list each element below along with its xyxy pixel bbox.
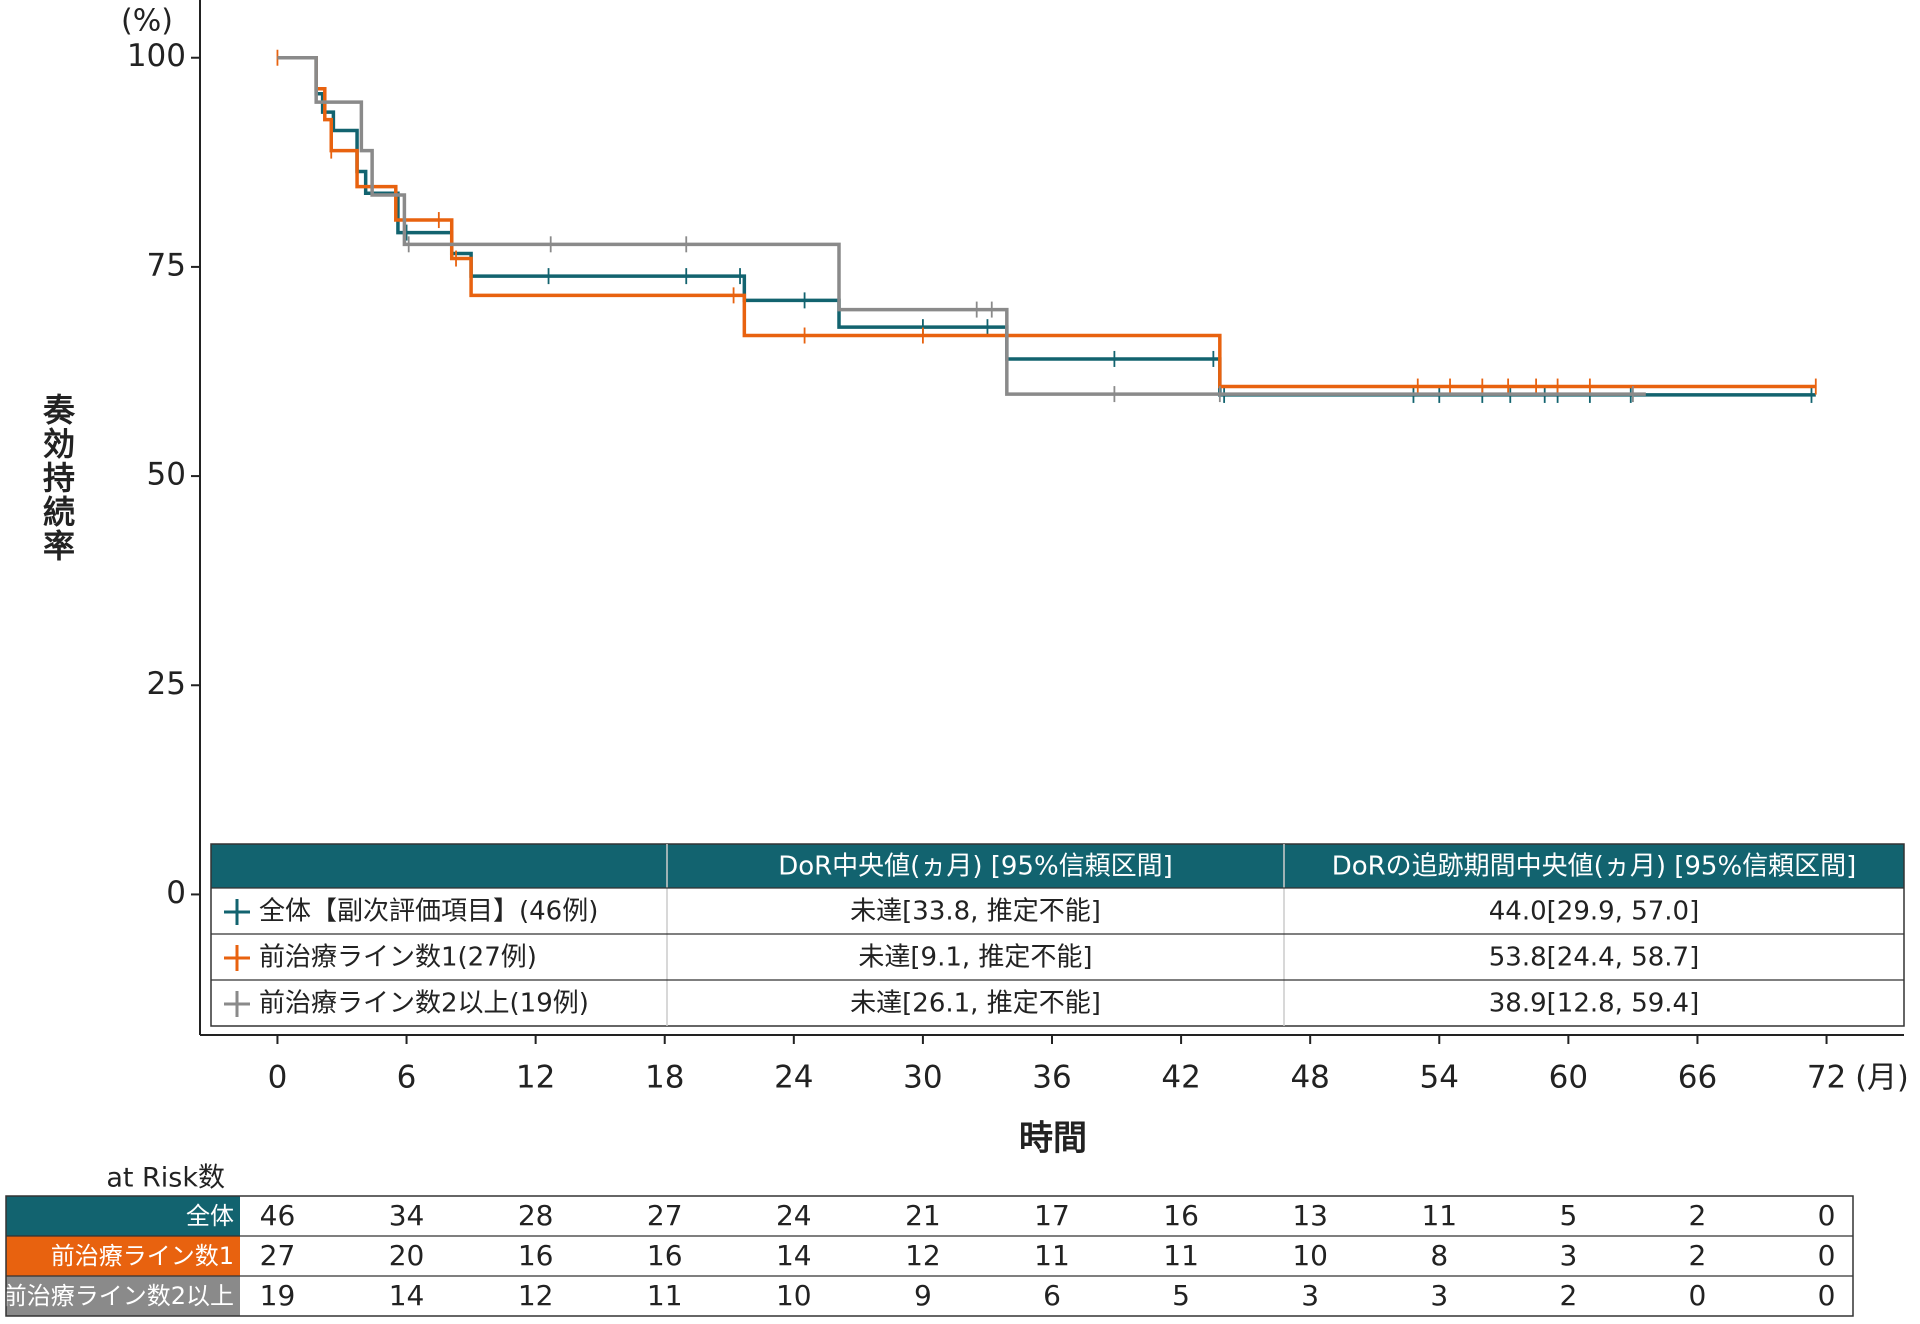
km-curve <box>277 55 1816 389</box>
x-tick-label: 18 <box>645 1060 684 1096</box>
risk-count: 3 <box>1559 1239 1577 1272</box>
km-curve <box>277 55 1646 396</box>
y-tick-label: 50 <box>147 457 186 493</box>
x-tick-label: 36 <box>1032 1060 1071 1096</box>
risk-count: 3 <box>1301 1279 1319 1312</box>
risk-label: 前治療ライン数2以上 <box>3 1282 234 1310</box>
y-tick-label: 25 <box>147 666 186 702</box>
table-cell: 未達[26.1, 推定不能] <box>850 989 1101 1019</box>
x-tick-label: 6 <box>397 1060 417 1096</box>
risk-count: 14 <box>389 1279 425 1312</box>
x-tick-label: 42 <box>1161 1060 1200 1096</box>
risk-count: 13 <box>1292 1199 1328 1232</box>
table-cell: 38.9[12.8, 59.4] <box>1489 989 1700 1019</box>
legend-symbol <box>224 991 250 1017</box>
risk-count: 0 <box>1818 1199 1836 1232</box>
risk-count: 6 <box>1043 1279 1061 1312</box>
risk-count: 34 <box>389 1199 425 1232</box>
x-axis-title: 時間 <box>1019 1119 1087 1159</box>
risk-count: 11 <box>1034 1239 1070 1272</box>
legend-symbol <box>224 899 250 925</box>
risk-count: 12 <box>905 1239 941 1272</box>
risk-count: 8 <box>1430 1239 1448 1272</box>
risk-count: 9 <box>914 1279 932 1312</box>
risk-count: 16 <box>518 1239 554 1272</box>
y-tick-label: 0 <box>166 875 186 911</box>
x-tick-label: 54 <box>1420 1060 1459 1096</box>
risk-count: 12 <box>518 1279 554 1312</box>
table-cell: 44.0[29.9, 57.0] <box>1489 897 1700 927</box>
risk-count: 0 <box>1689 1279 1707 1312</box>
table-frame <box>210 843 1905 1027</box>
legend-label: 前治療ライン数1(27例) <box>259 943 537 973</box>
risk-count: 3 <box>1430 1279 1448 1312</box>
x-unit: (月) <box>1855 1061 1908 1096</box>
risk-label-bg <box>6 1196 240 1236</box>
risk-count: 16 <box>647 1239 683 1272</box>
risk-count: 21 <box>905 1199 941 1232</box>
x-tick-label: 30 <box>903 1060 942 1096</box>
risk-count: 14 <box>776 1239 812 1272</box>
risk-count: 10 <box>776 1279 812 1312</box>
risk-label: 全体 <box>186 1202 234 1230</box>
risk-count: 19 <box>260 1279 296 1312</box>
table-header-bg <box>211 844 1904 888</box>
risk-count: 5 <box>1559 1199 1577 1232</box>
risk-count: 46 <box>260 1199 296 1232</box>
km-curve <box>277 55 1816 397</box>
x-tick-label: 66 <box>1678 1060 1717 1096</box>
table-cell: 未達[33.8, 推定不能] <box>850 897 1101 927</box>
x-tick-label: 0 <box>268 1060 288 1096</box>
table-cell: 未達[9.1, 推定不能] <box>858 943 1092 973</box>
risk-count: 17 <box>1034 1199 1070 1232</box>
table-cell: 53.8[24.4, 58.7] <box>1489 943 1700 973</box>
table-header: DoR中央値(ヵ月) [95%信頼区間] <box>778 852 1173 882</box>
risk-label: 前治療ライン数1 <box>51 1242 234 1270</box>
risk-count: 5 <box>1172 1279 1190 1312</box>
legend-symbol <box>224 945 250 971</box>
risk-count: 0 <box>1818 1279 1836 1312</box>
risk-count: 2 <box>1689 1239 1707 1272</box>
risk-frame <box>5 1195 1854 1317</box>
x-tick-label: 60 <box>1549 1060 1588 1096</box>
risk-count: 16 <box>1163 1199 1199 1232</box>
y-axis-title: 奏効持続率 <box>38 393 76 563</box>
table-header: DoRの追跡期間中央値(ヵ月) [95%信頼区間] <box>1332 852 1857 882</box>
risk-count: 11 <box>1421 1199 1457 1232</box>
legend-label: 前治療ライン数2以上(19例) <box>259 989 589 1019</box>
risk-label-bg <box>6 1276 240 1316</box>
risk-count: 20 <box>389 1239 425 1272</box>
risk-count: 10 <box>1292 1239 1328 1272</box>
y-tick-label: 75 <box>147 247 186 283</box>
risk-count: 2 <box>1689 1199 1707 1232</box>
risk-count: 2 <box>1559 1279 1577 1312</box>
y-tick-label: 100 <box>127 38 186 74</box>
risk-count: 27 <box>647 1199 683 1232</box>
x-tick-label: 12 <box>516 1060 555 1096</box>
y-unit: (%) <box>121 4 173 39</box>
risk-count: 27 <box>260 1239 296 1272</box>
risk-count: 11 <box>1163 1239 1199 1272</box>
x-tick-label: 72 <box>1807 1060 1846 1096</box>
risk-title: at Risk数 <box>106 1163 225 1194</box>
risk-count: 0 <box>1818 1239 1836 1272</box>
legend-label: 全体【副次評価項目】(46例) <box>259 897 598 927</box>
x-tick-label: 48 <box>1290 1060 1329 1096</box>
x-tick-label: 24 <box>774 1060 813 1096</box>
risk-label-bg <box>6 1236 240 1276</box>
risk-count: 11 <box>647 1279 683 1312</box>
risk-count: 28 <box>518 1199 554 1232</box>
risk-count: 24 <box>776 1199 812 1232</box>
